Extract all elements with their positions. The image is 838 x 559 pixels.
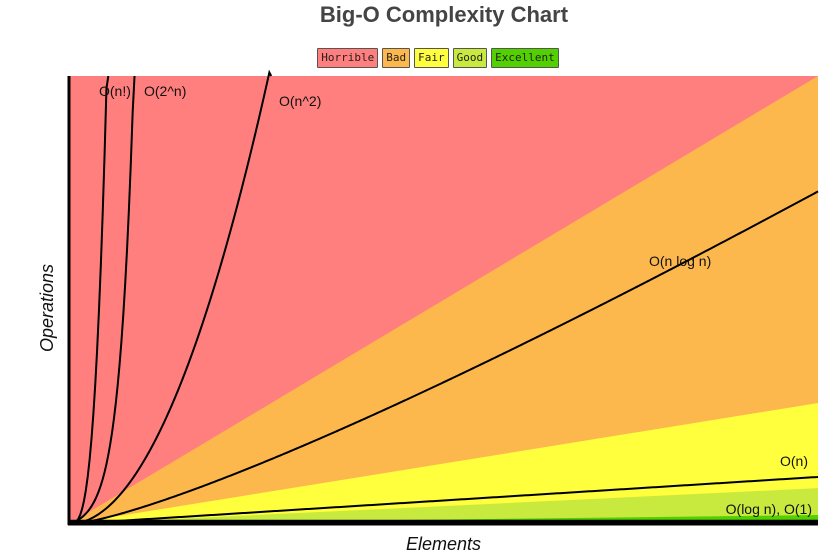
curve-label-exponential: O(2^n): [144, 83, 186, 99]
curve-label-linear: O(n): [780, 453, 808, 469]
curve-label-factorial: O(n!): [99, 83, 131, 99]
curve-exponential: [68, 75, 136, 525]
region-fair: [69, 403, 818, 524]
curve-label-quadratic: O(n^2): [279, 93, 321, 109]
curve-linear: [68, 475, 819, 525]
region-good: [69, 488, 818, 524]
legend: Horrible Bad Fair Good Excellent: [0, 48, 838, 68]
curve-labels: O(n!) O(2^n) O(n^2) O(n log n) O(n) O(log n),…: [99, 83, 812, 517]
legend-item-bad: Bad: [382, 48, 411, 68]
chart-title: Big-O Complexity Chart: [319, 2, 569, 27]
complexity-curves: [68, 69, 819, 525]
curve-label-nlogn: O(n log n): [649, 253, 711, 269]
curve-label-constant: O(log n), O(1): [726, 501, 812, 517]
legend-item-good: Good: [452, 48, 488, 68]
complexity-regions: [69, 76, 818, 524]
curve-nlogn: [68, 190, 819, 525]
y-axis-label: Operations: [37, 264, 57, 352]
region-bad: [69, 76, 818, 524]
legend-item-fair: Fair: [414, 48, 449, 68]
legend-item-excellent: Excellent: [491, 48, 559, 68]
curve-quadratic: [68, 69, 273, 525]
x-axis-label: Elements: [406, 534, 481, 554]
legend-item-horrible: Horrible: [317, 48, 379, 68]
